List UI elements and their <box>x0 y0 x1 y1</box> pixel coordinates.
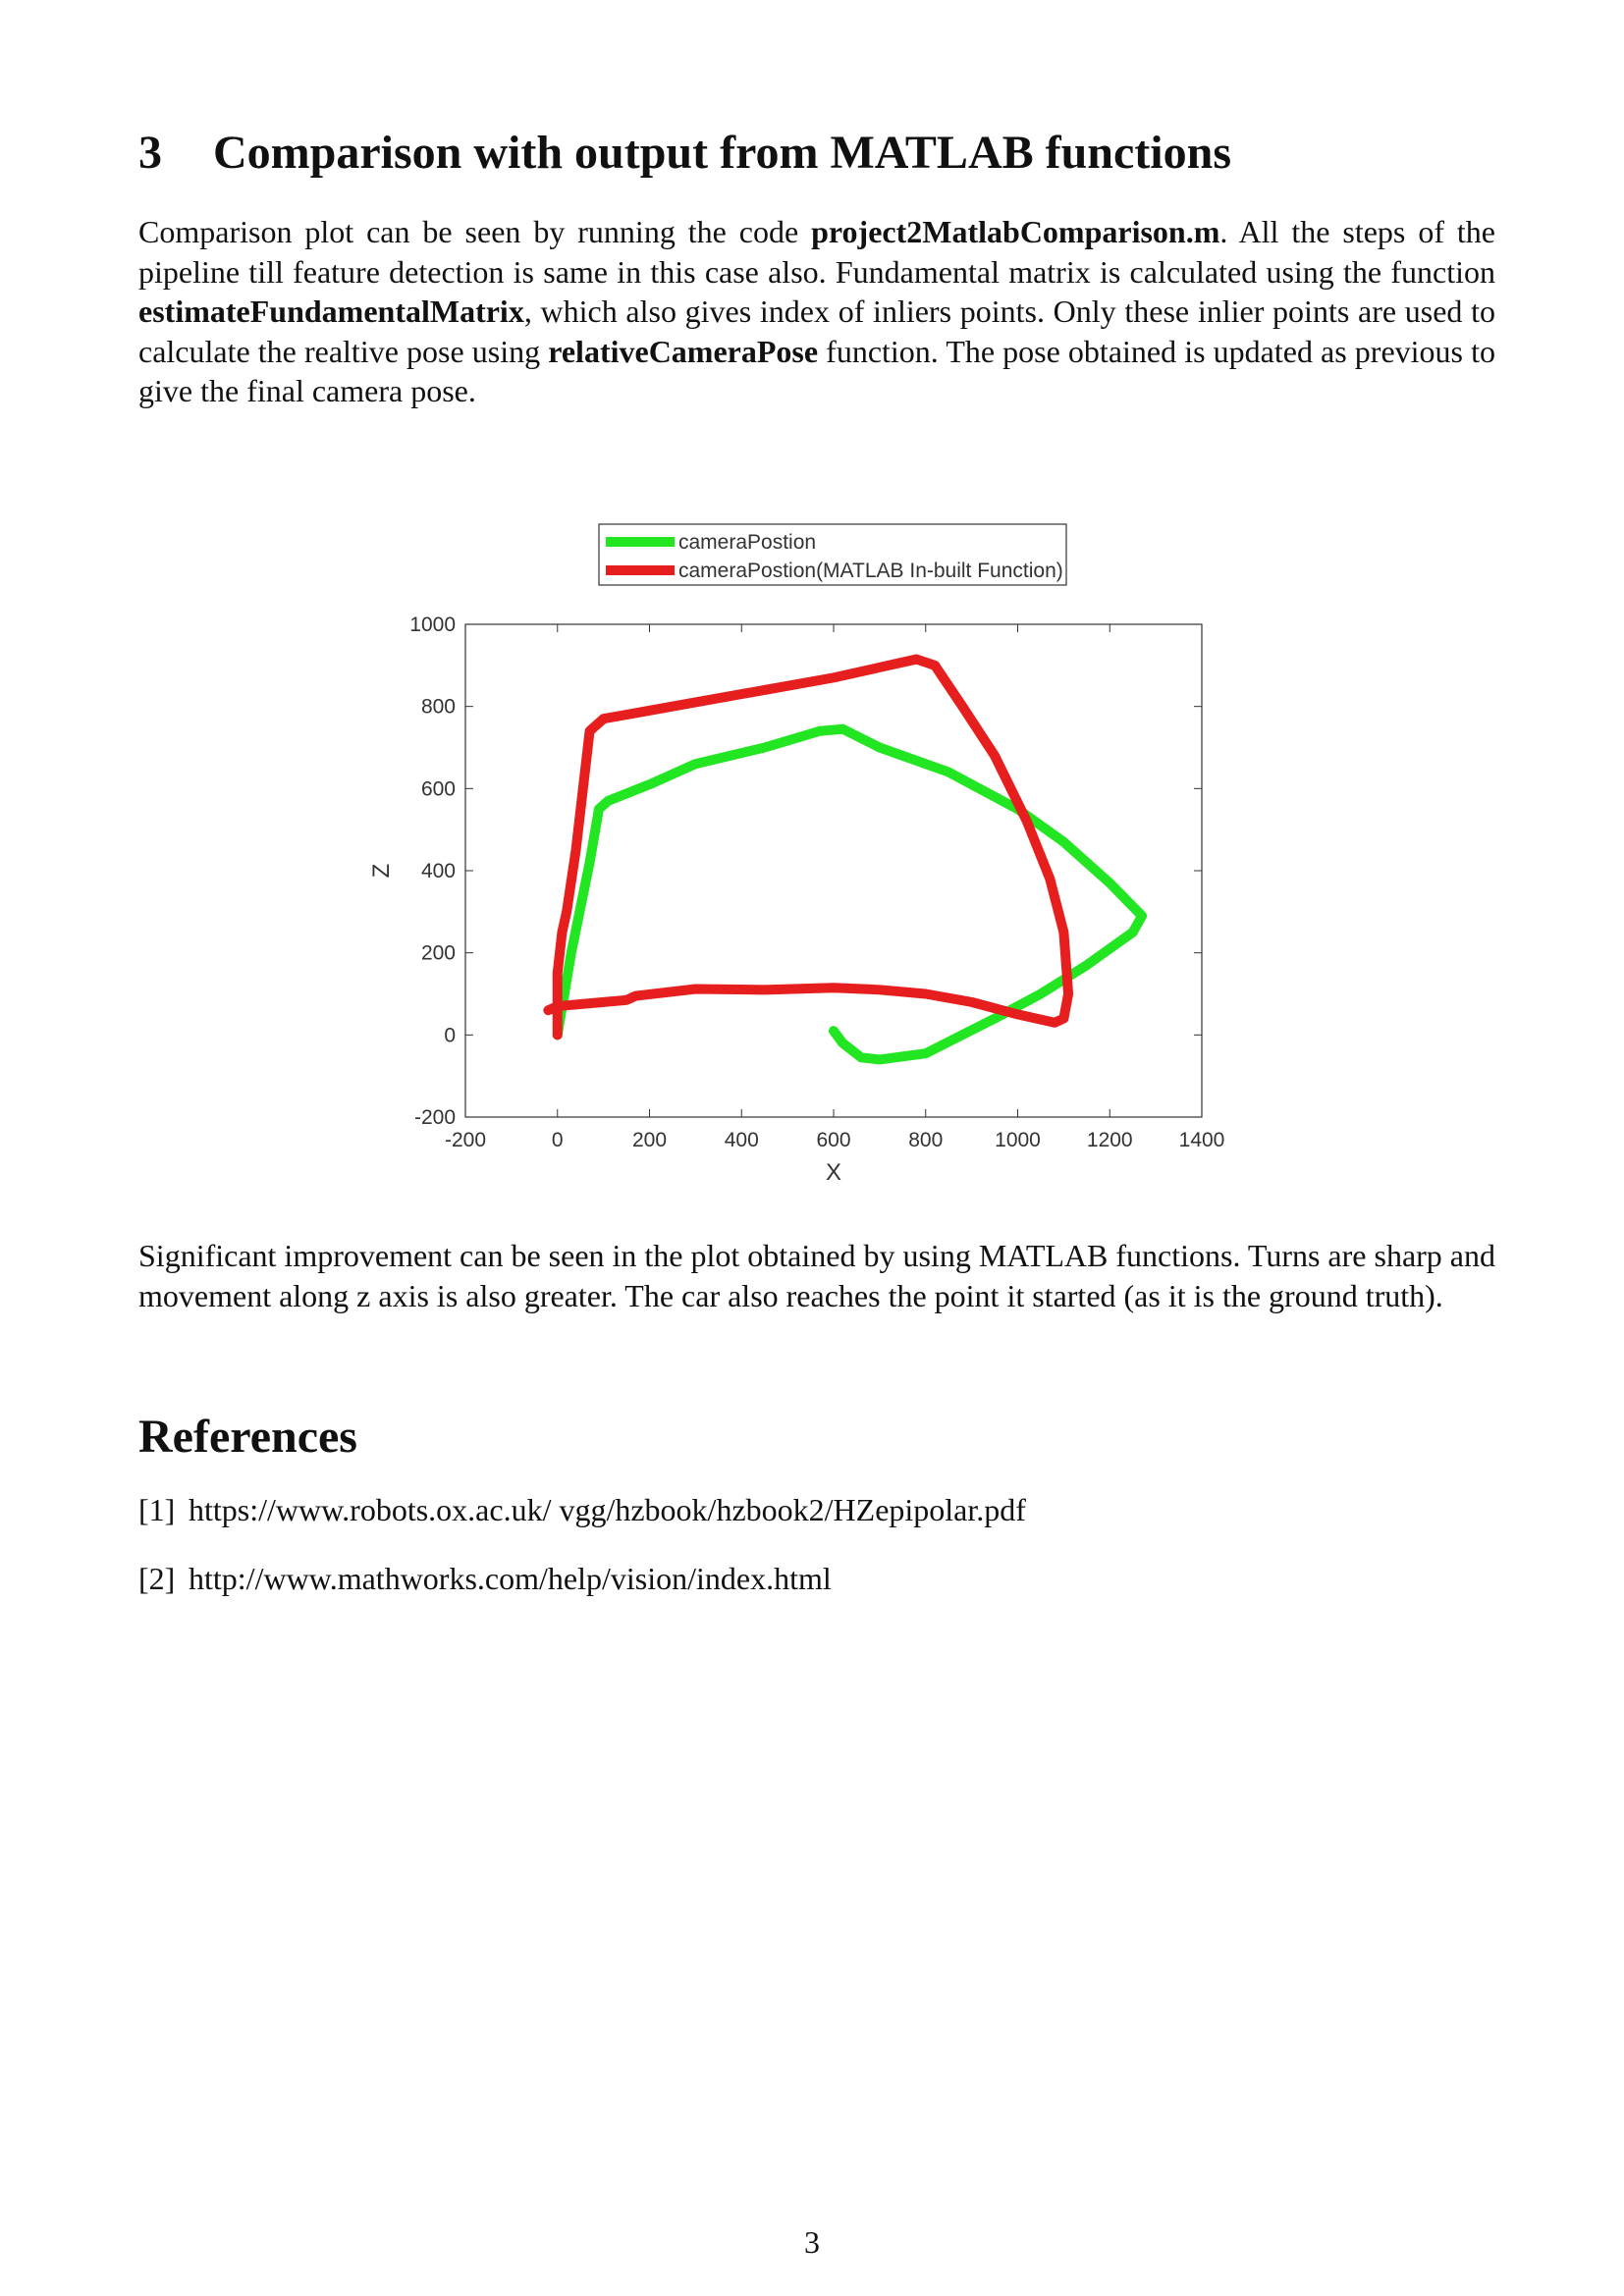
references-title: References <box>138 1411 357 1463</box>
x-tick-label: -200 <box>445 1129 486 1151</box>
chart: -200 0 200 400 600 800 1000 1200 1400 -200 0 200 400… <box>368 523 1225 1186</box>
text-run: . All the steps of the pipeline till fea… <box>138 214 1496 290</box>
y-axis-label: Z <box>368 864 395 879</box>
paragraph: Significant improvement can be seen in t… <box>138 1238 1495 1313</box>
reference-label: [2] <box>138 1561 176 1596</box>
y-tick-label: 400 <box>421 860 456 882</box>
x-tick-label: 800 <box>908 1129 943 1151</box>
x-tick-label: 1000 <box>995 1129 1041 1151</box>
y-tick-label: -200 <box>414 1106 456 1129</box>
legend-box <box>598 523 1067 586</box>
reference: [2] http://www.mathworks.com/help/vision/… <box>138 1561 1026 1629</box>
x-tick-label: 200 <box>632 1129 667 1151</box>
page-number: 3 <box>804 2224 820 2260</box>
text-run: function. The pose obtained is updated a… <box>138 333 1496 409</box>
x-tick-label: 1400 <box>1179 1129 1225 1151</box>
y-tick-label: 800 <box>421 696 456 719</box>
y-tick-label: 200 <box>421 942 456 965</box>
x-tick-label: 1200 <box>1087 1129 1133 1151</box>
reference-text: https://www.robots.ox.ac.uk/ vgg/hzbook/… <box>189 1492 1026 1527</box>
bold-text: project2MatlabComparison.m <box>811 214 1220 249</box>
bold-text: estimateFundamentalMatrix <box>138 294 524 329</box>
references-heading: References <box>138 1410 357 1464</box>
series-line <box>543 654 1074 1041</box>
reference-list: [1] https://www.robots.ox.ac.uk/ vgg/hzbo… <box>138 1492 1026 1629</box>
x-tick-label: 0 <box>552 1129 564 1151</box>
section-title: Comparison with output from MATLAB funct… <box>213 127 1231 179</box>
y-tick-label: 1000 <box>409 614 456 636</box>
legend-label: cameraPostion <box>678 531 816 554</box>
x-tick-label: 400 <box>725 1129 759 1151</box>
bold-text: relativeCameraPose <box>548 333 819 369</box>
text-run: Comparison plot can be seen by running t… <box>138 214 812 249</box>
section-number: 3 <box>138 127 162 179</box>
legend-label: cameraPostion(MATLAB In-built Function) <box>678 560 1063 582</box>
x-axis-label: X <box>826 1159 841 1186</box>
y-tick-label: 600 <box>421 777 456 800</box>
section-heading: 3 Comparison with output from MATLAB func… <box>138 126 1231 180</box>
y-tick-label: 0 <box>444 1024 456 1046</box>
text-run: , which also gives index of inliers poin… <box>138 294 1495 369</box>
paragraph: Comparison plot can be seen by running t… <box>138 212 1495 411</box>
reference-text: http://www.mathworks.com/help/vision/ind… <box>189 1561 832 1596</box>
reference: [1] https://www.robots.ox.ac.uk/ vgg/hzbo… <box>138 1492 1026 1561</box>
x-tick-label: 600 <box>816 1129 850 1151</box>
reference-label: [1] <box>138 1492 176 1527</box>
